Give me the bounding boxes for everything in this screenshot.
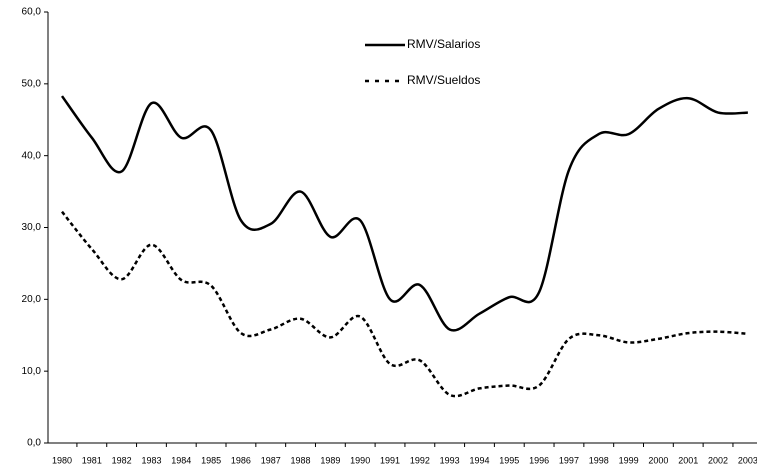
y-tick-label: 0,0 [27, 438, 41, 449]
x-tick-label: 1982 [112, 455, 132, 465]
x-tick-label: 1995 [499, 455, 519, 465]
x-tick-label: 1986 [231, 455, 251, 465]
x-tick-label: 1980 [52, 455, 72, 465]
legend-label: RMV/Sueldos [407, 73, 480, 87]
x-tick-label: 1987 [261, 455, 281, 465]
x-tick-label: 1993 [440, 455, 460, 465]
y-tick-label: 60,0 [22, 7, 42, 18]
x-tick-label: 1989 [320, 455, 340, 465]
x-tick-label: 1992 [410, 455, 430, 465]
x-tick-label: 2002 [708, 455, 728, 465]
x-tick-label: 1994 [469, 455, 489, 465]
x-tick-label: 1998 [589, 455, 609, 465]
x-tick-label: 1985 [201, 455, 221, 465]
series-line [61, 210, 748, 398]
x-tick-label: 1991 [380, 455, 400, 465]
x-tick-label: 1999 [619, 455, 639, 465]
x-tick-label: 2000 [648, 455, 668, 465]
x-tick-label: 1990 [350, 455, 370, 465]
x-tick-label: 1983 [141, 455, 161, 465]
x-tick-label: 1996 [529, 455, 549, 465]
x-tick-label: 1997 [559, 455, 579, 465]
y-tick-label: 20,0 [22, 294, 42, 305]
y-tick-label: 40,0 [22, 150, 42, 161]
x-tick-label: 1988 [291, 455, 311, 465]
legend-label: RMV/Salarios [407, 37, 480, 51]
x-tick-label: 1981 [82, 455, 102, 465]
y-tick-label: 50,0 [22, 78, 42, 89]
series-line [60, 95, 748, 332]
x-tick-label: 2003 [738, 455, 757, 465]
x-tick-label: 1984 [171, 455, 191, 465]
y-tick-label: 10,0 [22, 366, 42, 377]
x-tick-label: 2001 [678, 455, 698, 465]
y-tick-label: 30,0 [22, 222, 42, 233]
